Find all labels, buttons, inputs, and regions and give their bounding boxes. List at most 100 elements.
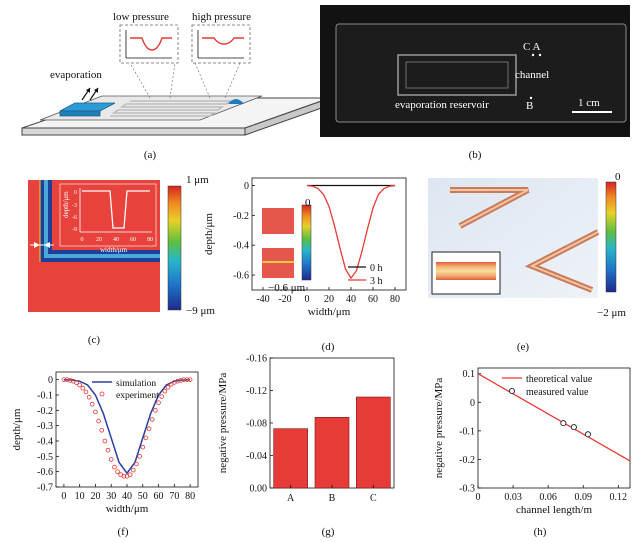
y-axis-label: negative pressure/MPa: [433, 378, 445, 479]
x-tick-label: -20: [278, 294, 291, 305]
y-tick-label: 0: [48, 375, 53, 386]
inset-xtick: 0: [81, 237, 84, 243]
cross-section-fill: [436, 262, 496, 280]
x-tick-label: 80: [185, 491, 195, 502]
panel-h-label: (h): [534, 526, 547, 538]
panel-d-label: (d): [322, 341, 335, 353]
y-tick-label: 0.00: [250, 484, 268, 495]
colorbar-c-min: −9 μm: [186, 305, 215, 317]
x-tick-label: C: [370, 493, 377, 504]
point-c: [531, 53, 535, 57]
high-pressure-label: high pressure: [192, 11, 251, 23]
arrowhead-2: [94, 88, 98, 93]
reservoir-outline-inner: [405, 61, 509, 89]
panel-f-label: (f): [118, 526, 129, 538]
legend-swatch: [99, 391, 105, 397]
experiment-point: [121, 473, 127, 479]
y-tick-label: -0.4: [37, 437, 53, 448]
experiment-point: [77, 382, 82, 388]
point-b: [529, 96, 533, 100]
y-tick-label: -0.12: [246, 386, 267, 397]
y-tick-label: -0.3: [459, 484, 475, 495]
arrowhead-1: [86, 88, 90, 93]
x-tick-label: 80: [390, 294, 400, 305]
y-tick-label: 0: [244, 181, 249, 192]
chart-h: 0 0.03 0.06 0.09 0.12 0.1 0 -0.1 -0.2 -0.3 channel…: [433, 367, 631, 516]
x-tick-label: 30: [106, 491, 116, 502]
y-tick-label: -0.1: [37, 391, 53, 402]
theoretical-line: [477, 373, 631, 462]
y-tick-label: -0.7: [37, 483, 53, 494]
experiment-point: [181, 377, 187, 382]
panel-c-label: (c): [88, 334, 101, 346]
plot-frame: [55, 371, 199, 488]
x-tick-label: A: [287, 493, 295, 504]
inset-frame: [59, 183, 157, 247]
chart-d: -40 -20 0 20 40 60 80 0 -0.2 -0.4 -0.6 width/μm dept…: [203, 177, 407, 318]
label-reservoir: evaporation reservoir: [395, 99, 489, 111]
x-tick-label: 50: [138, 491, 148, 502]
callout-line-low-1: [129, 62, 151, 99]
chart-f: 0 10 20 30 40 50 60 70 80 0 -0.1 -0.2 -0.3 -0.4 -0.5 -0…: [11, 371, 199, 515]
inset-xtick: 40: [113, 237, 119, 243]
x-tick-label: 40: [346, 294, 356, 305]
inset-profile: [82, 190, 150, 229]
chip-front-face: [21, 127, 246, 136]
point-a: [538, 53, 542, 57]
experiment-point: [162, 388, 168, 394]
width-arrow-left: [34, 242, 40, 248]
legend-label: 3 h: [370, 276, 383, 287]
y-tick-label: -0.2: [37, 406, 53, 417]
width-arrow-right: [44, 242, 50, 248]
x-axis-label: channel length/m: [516, 504, 593, 516]
bar-C: [356, 396, 391, 489]
bar-B: [314, 417, 350, 489]
channel-3d-upper-highlight: [450, 189, 529, 227]
low-pressure-inset: [119, 24, 179, 64]
experiment-point: [93, 409, 98, 415]
experiment-point: [74, 380, 79, 386]
legend-label: theoretical value: [526, 374, 593, 385]
experiment-point: [102, 438, 108, 444]
panel-a: evaporation low pressure high pressure (…: [21, 11, 331, 161]
y-tick-label: 0: [470, 398, 475, 409]
x-tick-label: 60: [368, 294, 378, 305]
series-line-3h: [306, 184, 396, 280]
plot-frame: [477, 367, 631, 489]
experiment-point: [80, 385, 86, 391]
experiment-point: [83, 389, 89, 395]
x-tick-label: 70: [169, 491, 179, 502]
x-tick-label: 0.06: [539, 492, 557, 503]
x-tick-label: 0.03: [504, 492, 522, 503]
experiment-point: [140, 444, 146, 450]
y-axis-label: depth/μm: [11, 408, 23, 450]
legend-label: 0 h: [370, 263, 383, 274]
x-tick-label: B: [329, 493, 336, 504]
y-tick-label: 0.1: [463, 369, 476, 380]
experiment-point: [143, 435, 149, 441]
y-tick-label: -0.1: [459, 426, 475, 437]
legend-label: simulation: [116, 379, 156, 389]
panel-b-label: (b): [469, 149, 482, 161]
experiment-point: [127, 472, 133, 478]
inset-xtick: 80: [147, 237, 153, 243]
label-b: B: [526, 100, 533, 112]
y-tick-label: -0.4: [233, 241, 249, 252]
high-pressure-profile: [202, 37, 244, 45]
experiment-point: [159, 394, 165, 399]
x-tick-label: -40: [256, 294, 269, 305]
inset-ytick: -3: [72, 203, 77, 209]
x-tick-label: 60: [154, 491, 164, 502]
label-ca: C A: [523, 41, 540, 53]
experiment-point: [156, 400, 161, 405]
colorbar-c: [167, 185, 182, 311]
y-tick-label: -0.16: [246, 354, 267, 365]
panel-e: 0 −2 μm (e): [428, 171, 626, 353]
x-tick-label: 40: [122, 491, 132, 502]
x-tick-label: 20: [324, 294, 334, 305]
inset-ytick: 0: [74, 190, 77, 196]
experiment-point: [96, 418, 101, 424]
legend-swatch: [508, 387, 515, 394]
x-axis-label: width/μm: [308, 306, 351, 318]
